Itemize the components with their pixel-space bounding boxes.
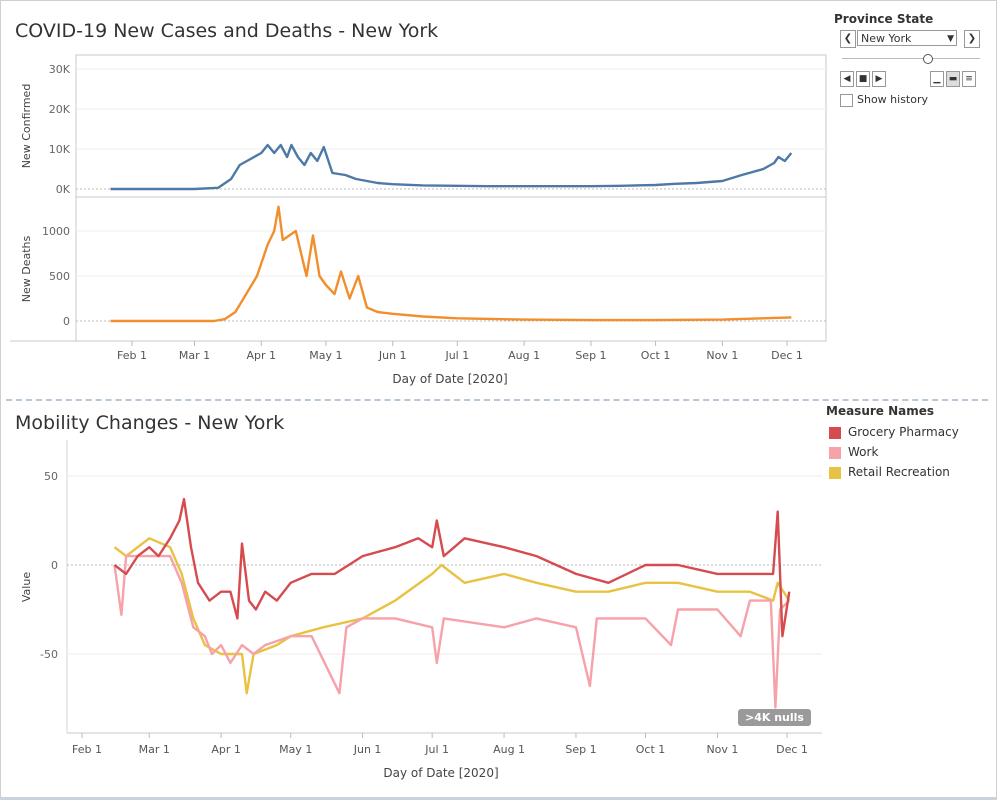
show-history-row[interactable]: Show history xyxy=(834,93,984,107)
speed-medium-button[interactable]: ▬ xyxy=(946,71,960,87)
province-filter: Province State ❮ New York ▼ ❯ ◀ ■ ▶ ▁ ▬ … xyxy=(834,12,984,107)
y-tick-label: 0 xyxy=(63,315,70,328)
y-tick-label: 10K xyxy=(49,143,71,156)
x-tick-label: May 1 xyxy=(309,349,342,362)
province-dropdown[interactable]: New York ▼ xyxy=(857,30,957,46)
x-tick-label: Nov 1 xyxy=(706,349,738,362)
y-axis-label: Value xyxy=(20,572,33,602)
top-chart-title: COVID-19 New Cases and Deaths - New York xyxy=(15,20,439,42)
show-history-label: Show history xyxy=(857,93,929,106)
series-line xyxy=(110,143,793,191)
stop-icon: ■ xyxy=(858,74,868,84)
legend-item-grocery-pharmacy[interactable]: Grocery Pharmacy xyxy=(826,424,959,444)
chevron-right-icon: ❯ xyxy=(967,33,977,44)
slider-track xyxy=(842,58,980,59)
next-value-button[interactable]: ❯ xyxy=(964,30,980,48)
x-tick-label: Dec 1 xyxy=(776,743,808,756)
x-tick-label: Oct 1 xyxy=(641,349,671,362)
y-tick-label: 500 xyxy=(49,270,70,283)
x-tick-label: Sep 1 xyxy=(575,349,606,362)
y-tick-label: 1000 xyxy=(42,225,70,238)
x-tick-label: Nov 1 xyxy=(706,743,738,756)
x-tick-label: Feb 1 xyxy=(117,349,147,362)
filter-slider[interactable] xyxy=(834,53,984,65)
x-tick-label: Sep 1 xyxy=(565,743,596,756)
y-axis-label: New Deaths xyxy=(20,235,33,302)
nulls-indicator[interactable]: >4K nulls xyxy=(738,709,811,726)
x-tick-label: Feb 1 xyxy=(72,743,102,756)
playback-controls: ◀ ■ ▶ ▁ ▬ ≡ xyxy=(834,71,984,89)
legend-title: Measure Names xyxy=(826,404,935,418)
legend-label: Retail Recreation xyxy=(848,465,950,479)
x-tick-label: Jun 1 xyxy=(378,349,407,362)
filter-select-row: ❮ New York ▼ ❯ xyxy=(834,30,984,48)
legend-label: Grocery Pharmacy xyxy=(848,425,959,439)
legend-label: Work xyxy=(848,445,879,459)
speed-medium-icon: ▬ xyxy=(948,74,958,84)
y-tick-label: 30K xyxy=(49,63,71,76)
legend-item-retail-recreation[interactable]: Retail Recreation xyxy=(826,464,959,484)
dropdown-value: New York xyxy=(861,32,912,45)
speed-fast-icon: ≡ xyxy=(965,74,973,84)
panel-border xyxy=(75,54,827,198)
x-tick-label: Jul 1 xyxy=(424,743,449,756)
step-back-icon: ◀ xyxy=(843,74,851,84)
step-back-button[interactable]: ◀ xyxy=(840,71,854,87)
x-tick-label: Jun 1 xyxy=(353,743,382,756)
x-axis-label: Day of Date [2020] xyxy=(383,766,498,780)
x-tick-label: Jul 1 xyxy=(444,349,469,362)
cases-deaths-chart: 30K 20K 10K 0K New Confirmed 1000 500 0 New Deat… xyxy=(10,54,827,386)
legend-item-work[interactable]: Work xyxy=(826,444,959,464)
x-tick-label: Apr 1 xyxy=(211,743,241,756)
series-line xyxy=(113,537,791,695)
series-line xyxy=(113,554,791,709)
step-forward-icon: ▶ xyxy=(875,74,883,84)
speed-slow-button[interactable]: ▁ xyxy=(930,71,944,87)
legend-swatch xyxy=(829,466,841,479)
section-divider xyxy=(6,399,988,401)
x-tick-label: Mar 1 xyxy=(139,743,170,756)
legend-swatch xyxy=(829,446,841,459)
filter-label: Province State xyxy=(834,12,934,26)
x-tick-label: Aug 1 xyxy=(493,743,525,756)
series-line xyxy=(110,205,792,323)
legend-swatch xyxy=(829,426,841,439)
x-axis-label: Day of Date [2020] xyxy=(392,372,507,386)
x-tick-label: Oct 1 xyxy=(636,743,666,756)
chevron-left-icon: ❮ xyxy=(843,33,853,44)
y-axis-label: New Confirmed xyxy=(20,84,33,169)
y-tick-label: 0 xyxy=(51,559,58,572)
slider-thumb[interactable] xyxy=(923,54,933,64)
chevron-down-icon: ▼ xyxy=(947,34,954,44)
bottom-chart-title: Mobility Changes - New York xyxy=(15,412,285,434)
x-tick-label: May 1 xyxy=(279,743,312,756)
y-tick-label: 50 xyxy=(44,470,58,483)
speed-fast-button[interactable]: ≡ xyxy=(962,71,976,87)
prev-value-button[interactable]: ❮ xyxy=(840,30,856,48)
x-tick-label: Apr 1 xyxy=(247,349,277,362)
x-tick-label: Dec 1 xyxy=(771,349,803,362)
x-tick-label: Aug 1 xyxy=(508,349,540,362)
y-tick-label: 0K xyxy=(56,183,71,196)
series-line xyxy=(113,497,791,638)
y-tick-label: -50 xyxy=(40,648,58,661)
bottom-border xyxy=(0,797,997,800)
x-tick-label: Mar 1 xyxy=(179,349,210,362)
y-tick-label: 20K xyxy=(49,103,71,116)
stop-button[interactable]: ■ xyxy=(856,71,870,87)
mobility-legend: Measure Names Grocery Pharmacy Work Reta… xyxy=(826,404,959,484)
mobility-chart: 50 0 -50 Value Feb 1 Mar 1 Apr 1 May 1 Jun 1 Jul … xyxy=(20,440,822,780)
speed-slow-icon: ▁ xyxy=(933,74,941,84)
step-forward-button[interactable]: ▶ xyxy=(872,71,886,87)
show-history-checkbox[interactable] xyxy=(840,93,853,107)
